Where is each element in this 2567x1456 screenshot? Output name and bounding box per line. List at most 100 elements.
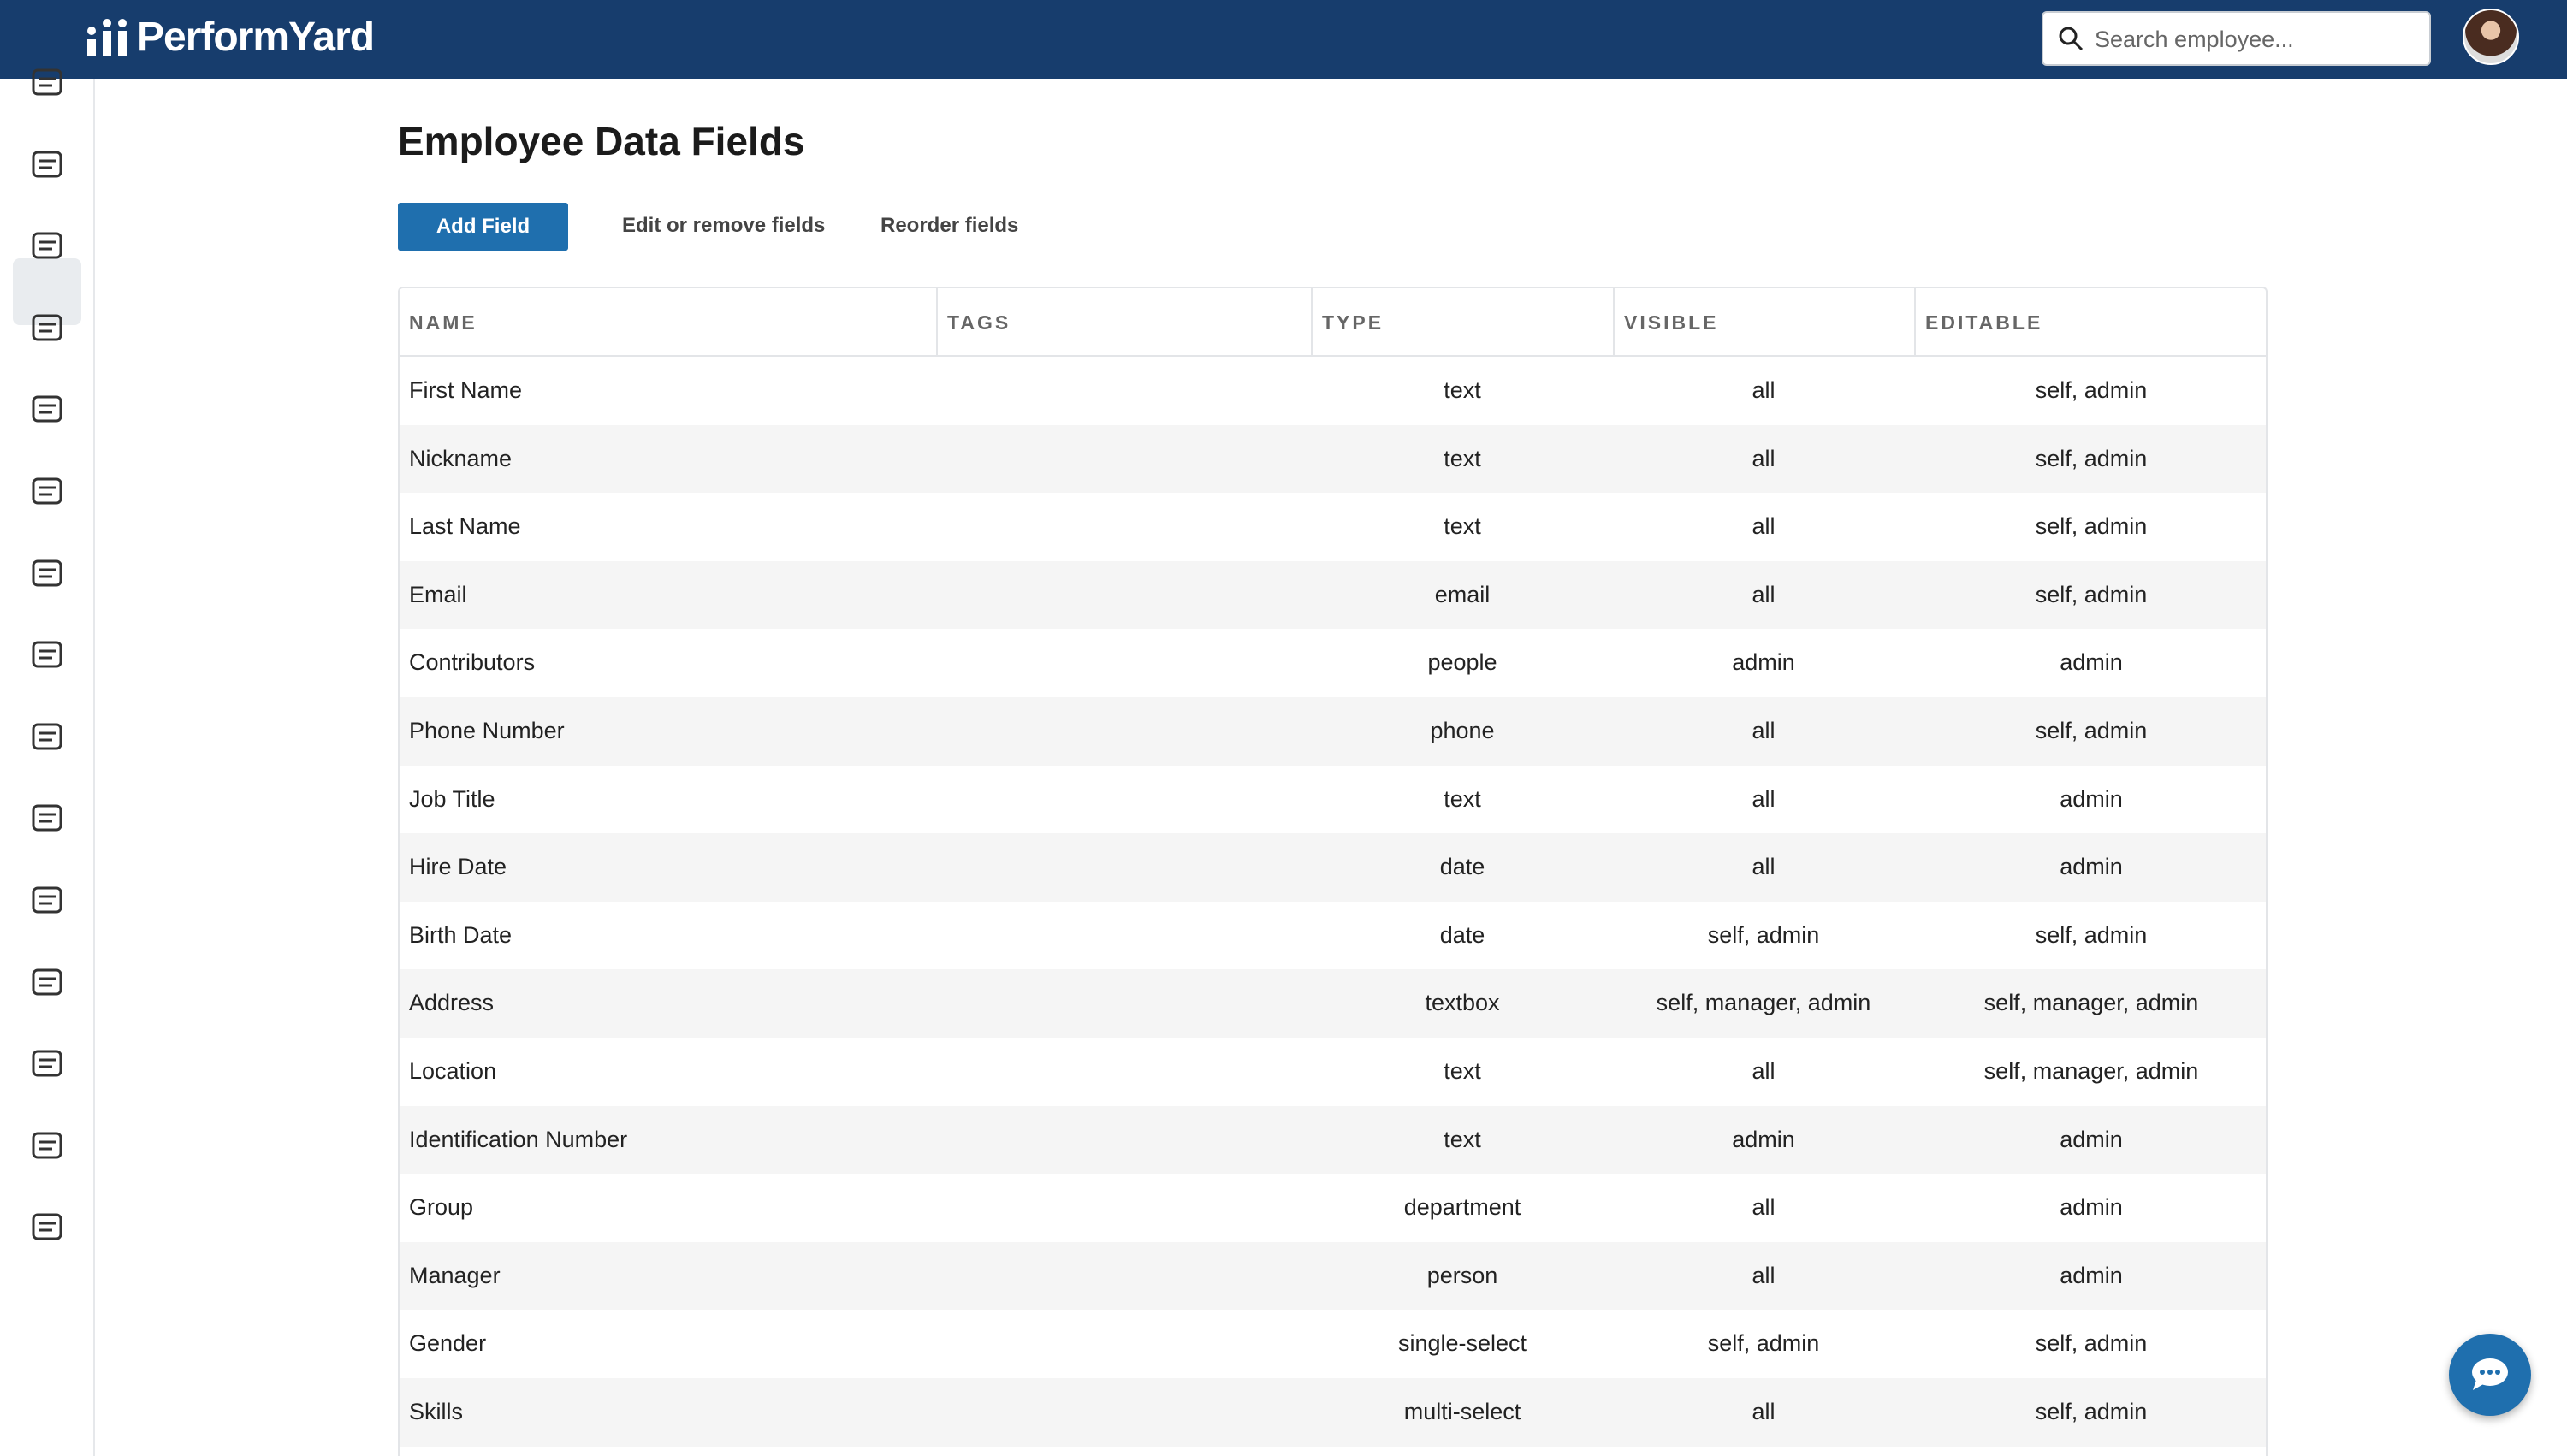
table-row: Address textbox self, manager, admin self, … — [400, 969, 2266, 1038]
nav-icon[interactable] — [28, 390, 66, 428]
avatar[interactable] — [2463, 9, 2519, 65]
field-name: Phone Number — [409, 718, 565, 743]
field-cell: self, admin — [2035, 1399, 2148, 1424]
field-cell: all — [1752, 1262, 1776, 1288]
column-header: TYPE — [1313, 288, 1615, 357]
field-cell: phone — [1430, 718, 1495, 743]
field-cell: self, admin — [1707, 921, 1820, 948]
column-header: EDITABLE — [1925, 311, 2043, 334]
field-name: Location — [409, 1058, 497, 1084]
table-row: Skills multi-select all self, admin — [400, 1378, 2266, 1447]
field-cell: admin — [2060, 1194, 2123, 1221]
reorder-fields-link[interactable]: Reorder fields — [880, 214, 1019, 237]
field-cell: admin — [2060, 785, 2123, 812]
field-cell: text — [1444, 445, 1481, 471]
field-cell: admin — [2060, 1126, 2123, 1152]
field-name: First Name — [409, 377, 523, 403]
field-cell: admin — [1732, 1126, 1795, 1152]
field-cell: admin — [1732, 649, 1795, 676]
field-cell: multi-select — [1403, 1399, 1521, 1424]
field-name: Nickname — [409, 445, 513, 471]
field-name: Job Title — [409, 785, 495, 812]
chat-button[interactable] — [2449, 1334, 2531, 1416]
nav-icon[interactable] — [28, 145, 66, 183]
field-cell: self, admin — [2035, 377, 2148, 403]
nav-icon[interactable] — [28, 1045, 66, 1082]
field-name: Last Name — [409, 513, 521, 540]
table-row: Hire Date date all admin — [400, 833, 2266, 902]
fields-table: NAME TAGS TYPE VISIBLE EDITABLE First Name tex… — [398, 287, 2268, 1456]
sidebar — [0, 68, 95, 1456]
field-cell: email — [1434, 581, 1491, 607]
table-row: Birth Date date self, admin self, admin — [400, 901, 2266, 970]
active-nav-highlight — [13, 258, 81, 325]
field-cell: text — [1444, 513, 1481, 540]
field-cell: admin — [2060, 1262, 2123, 1288]
field-name: Birth Date — [409, 921, 513, 948]
field-name: Gender — [409, 1330, 487, 1357]
nav-icon[interactable] — [28, 1208, 66, 1246]
search-icon — [2059, 27, 2084, 51]
chat-icon — [2472, 1358, 2508, 1390]
field-name: Skills — [409, 1399, 464, 1424]
field-cell: all — [1752, 581, 1776, 607]
nav-icon[interactable] — [28, 963, 66, 1001]
field-cell: all — [1752, 1058, 1776, 1084]
logo[interactable]: PerformYard — [137, 15, 375, 60]
nav-icon[interactable] — [28, 1127, 66, 1164]
field-cell: self, manager, admin — [1983, 990, 2199, 1016]
field-cell: all — [1752, 513, 1776, 540]
field-cell: all — [1752, 854, 1776, 880]
field-name: Identification Number — [409, 1126, 628, 1152]
nav-icon[interactable] — [28, 718, 66, 755]
nav-icon[interactable] — [28, 636, 66, 673]
nav-icon[interactable] — [28, 472, 66, 510]
table-row: Last Name text all self, admin — [400, 493, 2266, 561]
column-header: VISIBLE — [1615, 288, 1916, 357]
nav-icon[interactable] — [28, 799, 66, 837]
table-row: Email email all self, admin — [400, 560, 2266, 630]
field-cell: people — [1427, 649, 1497, 676]
field-name: Group — [409, 1194, 474, 1221]
field-cell: admin — [2060, 854, 2123, 880]
field-cell: self, admin — [2035, 718, 2148, 743]
nav-icon[interactable] — [28, 227, 66, 264]
field-cell: department — [1403, 1194, 1521, 1221]
table-row: Gender single-select self, admin self, admi… — [400, 1310, 2266, 1378]
field-cell: date — [1439, 921, 1485, 948]
field-cell: all — [1752, 785, 1776, 812]
field-cell: admin — [2060, 649, 2123, 676]
field-cell: single-select — [1397, 1330, 1527, 1357]
table-row: Phone Number phone all self, admin — [400, 697, 2266, 766]
field-cell: all — [1752, 718, 1776, 743]
table-row: Group department all admin — [400, 1174, 2266, 1242]
field-name: Email — [409, 581, 467, 607]
field-cell: self, admin — [1707, 1330, 1820, 1357]
field-cell: self, admin — [2035, 445, 2148, 471]
field-cell: text — [1444, 1126, 1481, 1152]
table-row: Contributors people admin admin — [400, 629, 2266, 697]
add-field-button[interactable]: Add Field — [398, 203, 568, 251]
field-cell: text — [1444, 785, 1481, 812]
field-cell: text — [1444, 1058, 1481, 1084]
field-cell: text — [1444, 377, 1481, 403]
top-bar: PerformYard Search employee... — [0, 0, 2567, 79]
nav-icon[interactable] — [28, 881, 66, 919]
nav-icon[interactable] — [28, 63, 66, 101]
nav-icon[interactable] — [28, 554, 66, 592]
nav-icon[interactable] — [28, 309, 66, 346]
field-cell: self, manager, admin — [1656, 990, 1871, 1016]
table-row: Location text all self, manager, admin — [400, 1038, 2266, 1106]
field-name: Address — [409, 990, 495, 1016]
search-box[interactable]: Search employee... — [2042, 11, 2431, 66]
table-row: First Name text all self, admin — [400, 357, 2266, 425]
field-cell: date — [1439, 854, 1485, 880]
edit-fields-link[interactable]: Edit or remove fields — [622, 214, 826, 237]
field-cell: textbox — [1425, 990, 1500, 1016]
field-name: Manager — [409, 1262, 501, 1288]
field-cell: self, admin — [2035, 581, 2148, 607]
column-header: TAGS — [938, 288, 1313, 357]
table-row: Nickname text all self, admin — [400, 424, 2266, 494]
field-cell: all — [1752, 445, 1776, 471]
